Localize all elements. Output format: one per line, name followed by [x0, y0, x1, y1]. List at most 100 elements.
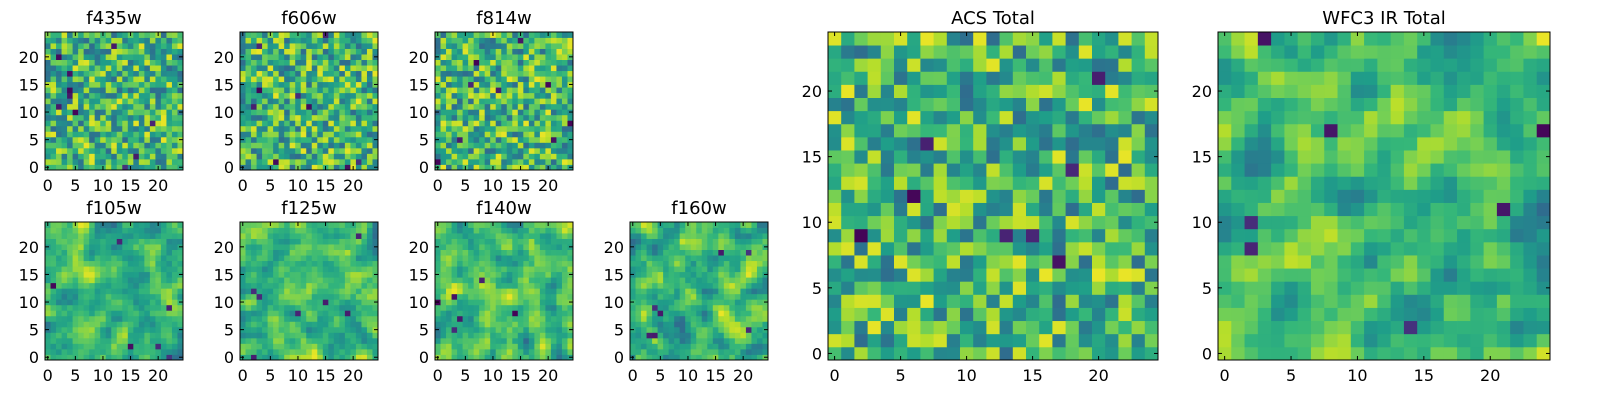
heatmap-cell: [691, 261, 697, 267]
heatmap-cell: [973, 229, 987, 243]
heatmap-cell: [702, 299, 708, 305]
heatmap-cell: [172, 233, 178, 239]
heatmap-cell: [1092, 321, 1106, 335]
heatmap-cell: [328, 233, 334, 239]
heatmap-cell: [166, 126, 172, 132]
heatmap-cell: [339, 159, 345, 165]
heatmap-cell: [323, 93, 329, 99]
heatmap-cell: [680, 321, 686, 327]
heatmap-cell: [73, 148, 79, 154]
heatmap-cell: [740, 261, 746, 267]
heatmap-cell: [166, 283, 172, 289]
heatmap-cell: [345, 43, 351, 49]
heatmap-cell: [868, 321, 882, 335]
heatmap-cell: [166, 93, 172, 99]
heatmap-cell: [284, 142, 290, 148]
heatmap-cell: [117, 327, 123, 333]
heatmap-cell: [73, 87, 79, 93]
heatmap-cell: [345, 349, 351, 355]
heatmap-cell: [663, 283, 669, 289]
heatmap-cell: [474, 148, 480, 154]
heatmap-cell: [117, 272, 123, 278]
heatmap-cell: [523, 250, 529, 256]
heatmap-cell: [647, 349, 653, 355]
heatmap-cell: [485, 43, 491, 49]
heatmap-cell: [111, 233, 117, 239]
heatmap-cell: [446, 148, 452, 154]
heatmap-cell: [718, 244, 724, 250]
heatmap-cell: [257, 153, 263, 159]
heatmap-cell: [111, 288, 117, 294]
heatmap-cell: [960, 281, 974, 295]
heatmap-cell: [67, 115, 73, 121]
heatmap-cell: [1132, 203, 1146, 217]
heatmap-cell: [172, 349, 178, 355]
heatmap-cell: [117, 38, 123, 44]
heatmap-cell: [973, 176, 987, 190]
heatmap-cell: [828, 163, 842, 177]
heatmap-cell: [367, 120, 373, 126]
heatmap-cell: [306, 148, 312, 154]
heatmap-cell: [663, 277, 669, 283]
heatmap-cell: [290, 250, 296, 256]
y-tick-label: 20: [409, 238, 429, 257]
heatmap-cell: [490, 332, 496, 338]
heatmap-cell: [523, 332, 529, 338]
heatmap-cell: [51, 142, 57, 148]
heatmap-cell: [339, 60, 345, 66]
heatmap-cell: [729, 244, 735, 250]
heatmap-cell: [89, 126, 95, 132]
heatmap-cell: [841, 334, 855, 348]
heatmap-cell: [512, 71, 518, 77]
heatmap-cell: [62, 131, 68, 137]
heatmap-cell: [507, 305, 513, 311]
heatmap-cell: [133, 294, 139, 300]
heatmap-cell: [641, 239, 647, 245]
heatmap-cell: [139, 266, 145, 272]
heatmap-cell: [367, 65, 373, 71]
heatmap-cell: [1039, 334, 1053, 348]
heatmap-cell: [350, 266, 356, 272]
heatmap-cell: [702, 288, 708, 294]
heatmap-cell: [1079, 163, 1093, 177]
heatmap-cell: [350, 98, 356, 104]
heatmap-cell: [463, 76, 469, 82]
heatmap-cell: [51, 283, 57, 289]
heatmap-cell: [328, 338, 334, 344]
heatmap-cell: [279, 332, 285, 338]
heatmap-cell: [540, 283, 546, 289]
heatmap-cell: [78, 142, 84, 148]
heatmap-cell: [457, 332, 463, 338]
heatmap-cell: [78, 76, 84, 82]
heatmap-cell: [273, 222, 279, 228]
heatmap-cell: [339, 283, 345, 289]
heatmap-cell: [240, 305, 246, 311]
heatmap-cell: [479, 288, 485, 294]
heatmap-cell: [128, 82, 134, 88]
heatmap-cell: [240, 255, 246, 261]
heatmap-cell: [350, 104, 356, 110]
heatmap-cell: [361, 288, 367, 294]
heatmap-cell: [301, 43, 307, 49]
heatmap-cell: [284, 71, 290, 77]
heatmap-cell: [89, 32, 95, 38]
heatmap-cell: [111, 266, 117, 272]
heatmap-cell: [674, 250, 680, 256]
heatmap-cell: [501, 115, 507, 121]
heatmap-cell: [268, 343, 274, 349]
heatmap-cell: [317, 327, 323, 333]
heatmap-cell: [334, 98, 340, 104]
heatmap-cell: [485, 343, 491, 349]
heatmap-cell: [707, 233, 713, 239]
heatmap-cell: [828, 294, 842, 308]
heatmap-cell: [468, 98, 474, 104]
heatmap-cell: [172, 93, 178, 99]
heatmap-cell: [920, 294, 934, 308]
heatmap-cell: [345, 76, 351, 82]
heatmap-cell: [133, 222, 139, 228]
heatmap-cell: [545, 228, 551, 234]
heatmap-cell: [479, 277, 485, 283]
heatmap-cell: [540, 115, 546, 121]
heatmap-cell: [122, 60, 128, 66]
y-tick-label: 20: [19, 238, 39, 257]
